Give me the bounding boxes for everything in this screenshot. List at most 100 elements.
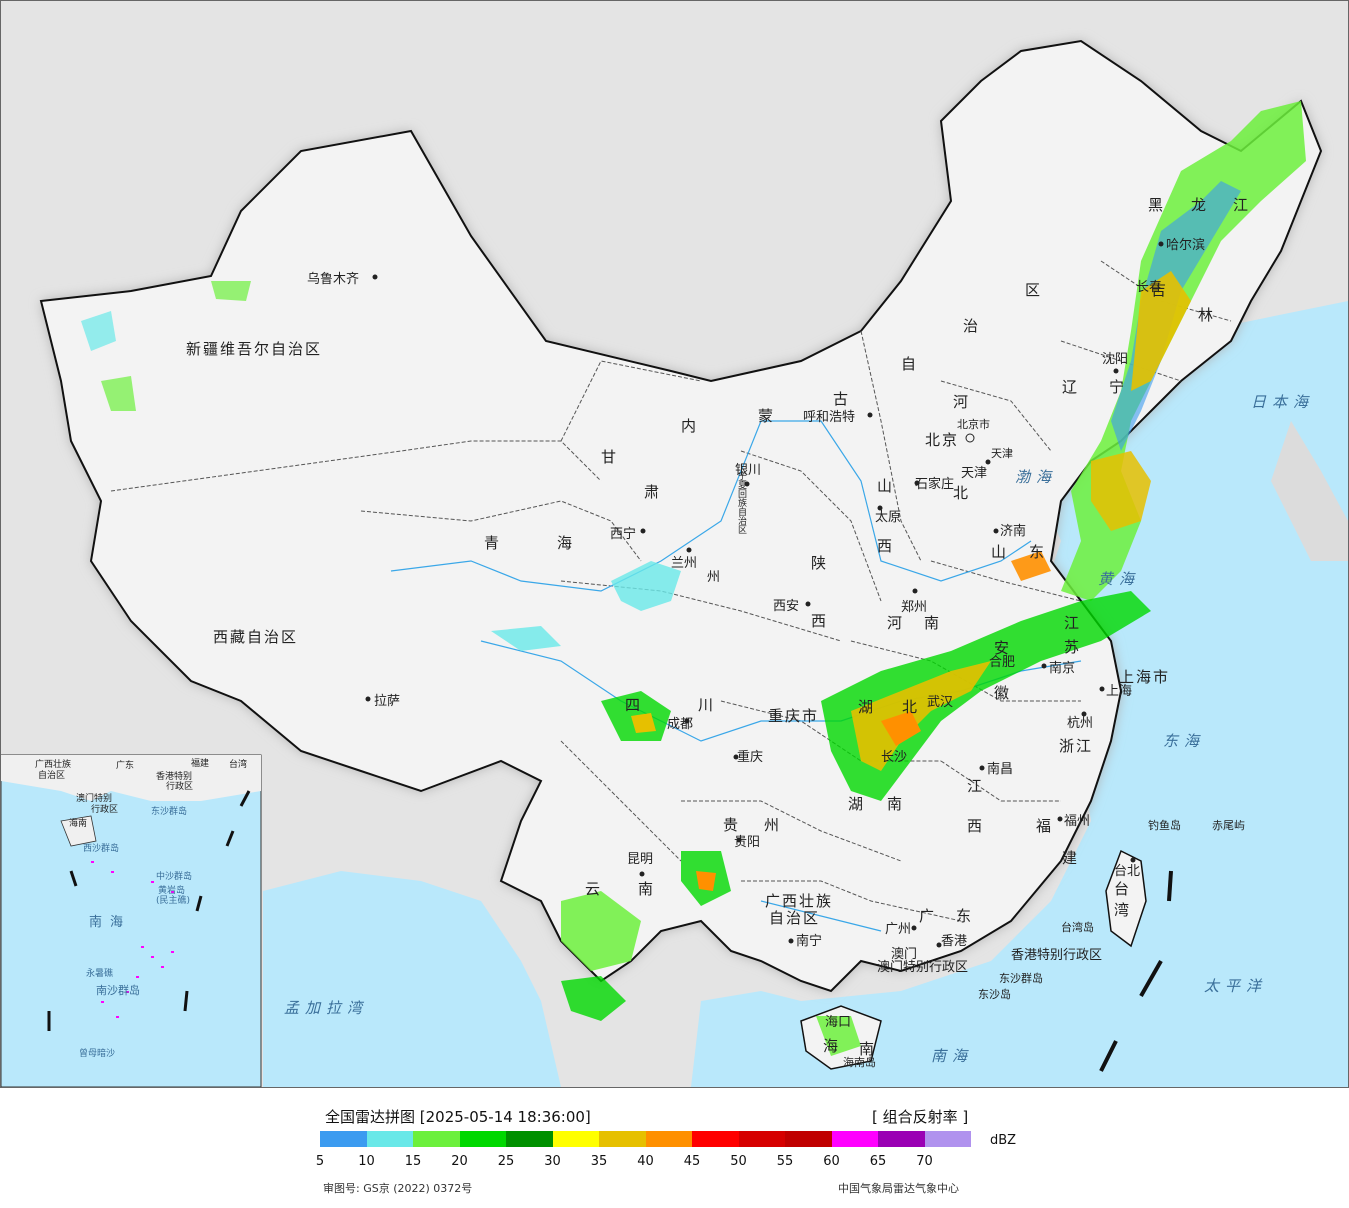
label-neimenggu-1: 内	[681, 417, 698, 435]
label-gansu-2: 肃	[644, 483, 661, 501]
city-xining: 西宁	[610, 526, 636, 542]
legend-swatch	[599, 1131, 646, 1147]
label-taiwan-island: 台湾岛	[1061, 920, 1094, 934]
legend-tick: 35	[590, 1154, 608, 1169]
city-tianjin: 天津	[961, 466, 987, 481]
inset-guangdong: 广东	[116, 759, 134, 771]
ocean-east	[691, 301, 1348, 1087]
city-hangzhou: 杭州	[1067, 716, 1093, 731]
inset-hk-2: 行政区	[166, 780, 193, 792]
city-lhasa: 拉萨	[374, 694, 400, 709]
city-guangzhou: 广州	[885, 922, 911, 937]
sea-pacific: 太平洋	[1204, 977, 1267, 995]
city-lanzhou: 兰州	[671, 556, 697, 571]
city-jinan: 济南	[1000, 523, 1026, 539]
label-taiwan-1: 台	[1114, 880, 1131, 898]
city-hongkong: 香港	[941, 934, 967, 949]
label-shanxi-2: 西	[877, 537, 894, 555]
label-xizang: 西藏自治区	[213, 628, 298, 646]
label-neimenggu-2: 蒙	[758, 407, 775, 425]
label-neimenggu-6: 区	[1025, 281, 1042, 299]
sea-nanhai: 南海	[931, 1047, 973, 1065]
city-shenyang: 沈阳	[1102, 352, 1128, 367]
label-fujian-1: 福	[1036, 817, 1053, 835]
label-gansu-1: 甘	[601, 448, 618, 466]
label-guizhou-1: 贵	[723, 816, 740, 834]
label-hebei-2: 北	[953, 484, 970, 502]
legend-tick: 30	[544, 1154, 561, 1169]
legend-tick: 25	[497, 1154, 515, 1169]
city-dots	[365, 241, 1164, 948]
label-liaoning-2: 宁	[1109, 378, 1126, 396]
label-ningxia: 宁夏回族自治区	[736, 470, 747, 534]
label-jilin-2: 林	[1198, 306, 1215, 324]
legend-tick: 15	[404, 1154, 422, 1169]
city-nanning: 南宁	[796, 933, 822, 949]
legend-swatch	[785, 1131, 832, 1147]
inset-yongshu: 永暑礁	[86, 967, 113, 979]
legend-tick: 50	[730, 1154, 747, 1169]
label-hunan-1: 湖	[848, 795, 865, 813]
legend-swatch	[320, 1131, 367, 1147]
inset-minzhu: (民主礁)	[156, 894, 190, 906]
label-chiwei: 赤尾屿	[1212, 819, 1245, 832]
legend-swatch	[366, 1131, 413, 1147]
inset-macau-2: 行政区	[91, 803, 118, 815]
label-liaoning-1: 辽	[1062, 378, 1079, 396]
city-guiyang: 贵阳	[734, 835, 760, 850]
city-fuzhou: 福州	[1064, 814, 1090, 829]
label-yunnan-2: 南	[638, 880, 655, 898]
legend-tick: 5	[315, 1154, 325, 1169]
label-shandong-1: 山	[991, 543, 1008, 561]
label-guizhou-2: 州	[764, 816, 781, 834]
label-tianjin-city: 天津	[991, 447, 1013, 460]
inset-dongsha: 东沙群岛	[151, 805, 187, 817]
inset-nansha: 南沙群岛	[96, 983, 140, 997]
label-guangdong-1: 广	[919, 907, 936, 925]
label-guangdong-2: 东	[956, 907, 973, 925]
legend-tick: 60	[823, 1154, 840, 1169]
label-hainan-2: 南	[859, 1040, 876, 1058]
label-fujian-2: 建	[1062, 849, 1079, 867]
city-harbin: 哈尔滨	[1166, 237, 1205, 253]
city-nanchang: 南昌	[987, 761, 1013, 777]
label-dongsha-islands: 东沙群岛	[999, 971, 1043, 985]
label-chongqing: 重庆市	[768, 707, 819, 725]
label-sichuan-2: 川	[698, 696, 715, 714]
city-yinchuan: 银川	[735, 463, 761, 478]
approval-number: 审图号: GS京 (2022) 0372号	[323, 1182, 473, 1195]
japan-land	[1271, 421, 1348, 561]
label-anhui-2: 徽	[994, 684, 1011, 702]
city-nanjing: 南京	[1049, 660, 1075, 676]
legend-footer: 全国雷达拼图 [2025-05-14 18:36:00] [ 组合反射率 ] d…	[0, 1088, 1349, 1208]
map-canvas: 新疆维吾尔自治区 西藏自治区 青 海 甘 肃 内 蒙 古 自 治 区 黑 龙 江…	[1, 1, 1348, 1087]
sea-donghai: 东海	[1163, 732, 1205, 750]
legend-tick: 70	[916, 1154, 933, 1169]
label-neimenggu-5: 治	[963, 317, 980, 335]
city-taipei: 台北	[1114, 864, 1140, 879]
ocean-bengal	[263, 871, 561, 1087]
label-heilongjiang-3: 江	[1233, 196, 1250, 214]
sea-bohai: 渤海	[1015, 468, 1057, 486]
label-beijing-city: 北京市	[957, 417, 990, 431]
city-shanghai: 上海	[1106, 684, 1132, 699]
inset-guangxi: 广西壮族	[35, 758, 71, 770]
inset-zhongsha: 中沙群岛	[156, 870, 192, 882]
inset-nanhai: 南海	[89, 914, 131, 930]
label-shaanxi-1: 陕	[811, 554, 828, 572]
legend-tick: 55	[776, 1154, 794, 1169]
radar-map: 新疆维吾尔自治区 西藏自治区 青 海 甘 肃 内 蒙 古 自 治 区 黑 龙 江…	[0, 0, 1349, 1088]
label-qinghai-2: 海	[557, 534, 574, 552]
nanhai-inset	[1, 754, 262, 1087]
taiwan-island	[1105, 849, 1147, 948]
label-hubei-1: 湖	[858, 698, 875, 716]
inset-xisha: 西沙群岛	[83, 842, 119, 854]
city-wuhan: 武汉	[927, 695, 953, 710]
inset-huangyan: 黄岩岛	[158, 884, 185, 896]
product-name: [ 组合反射率 ]	[872, 1108, 969, 1126]
label-henan-1: 河	[887, 614, 904, 632]
inset-taiwan: 台湾	[229, 758, 247, 770]
map-title: 全国雷达拼图 [2025-05-14 18:36:00]	[325, 1108, 591, 1126]
legend-tick: 65	[869, 1154, 887, 1169]
label-diaoyu: 钓鱼岛	[1148, 818, 1181, 832]
